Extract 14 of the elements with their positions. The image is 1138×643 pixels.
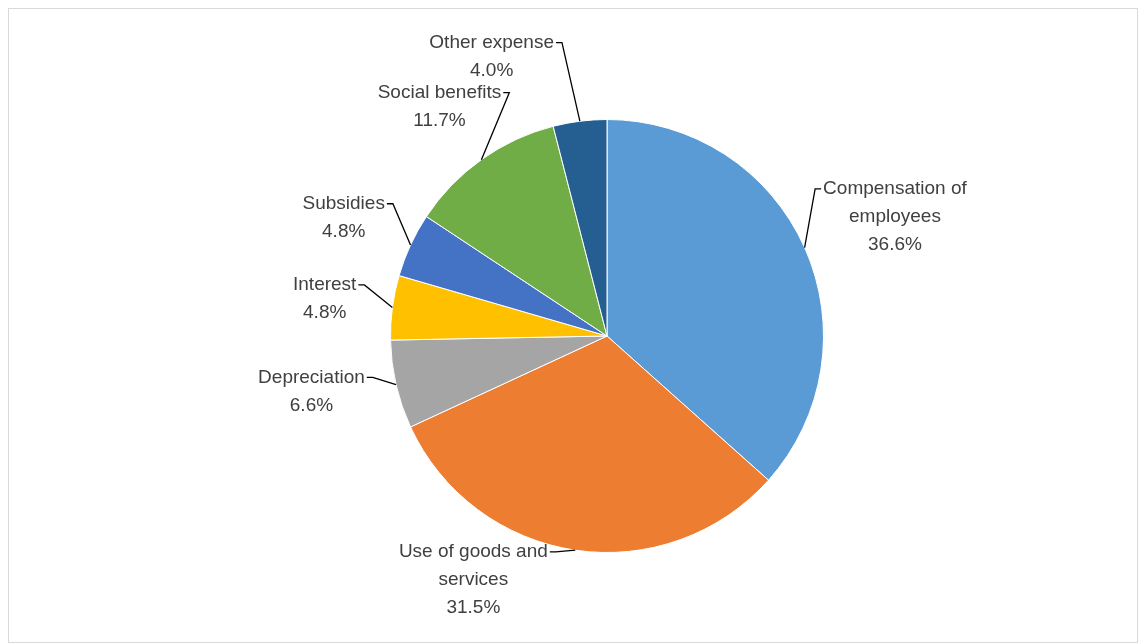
data-label: 11.7% [413, 108, 466, 130]
data-label: 4.8% [322, 219, 366, 241]
data-label: 36.6% [868, 233, 922, 255]
data-label: 4.0% [470, 58, 514, 80]
slice-label: Compensation of employees [823, 177, 968, 227]
slice-label: Use of goods and services [398, 540, 548, 590]
slice-label: Other expense [429, 30, 554, 52]
slice-label: Social benefits [377, 80, 502, 102]
slice-label: Interest [293, 273, 358, 295]
data-label: 4.8% [303, 301, 347, 323]
slice-label: Depreciation [258, 365, 365, 387]
data-label: 31.5% [446, 596, 501, 618]
slice-label: Subsidies [302, 191, 385, 213]
data-label: 6.6% [289, 393, 334, 415]
